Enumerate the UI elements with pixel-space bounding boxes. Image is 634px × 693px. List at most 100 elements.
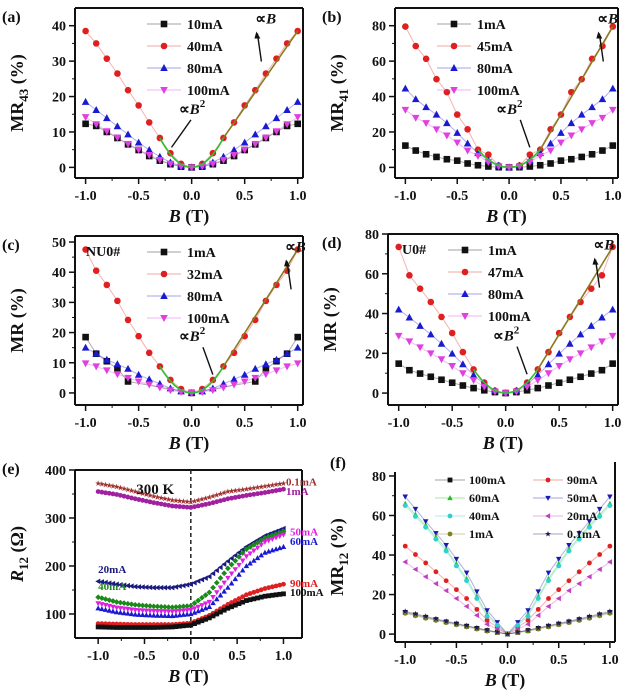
proportional-B-annotation: ∝B — [597, 12, 618, 28]
x-tick-label: -0.5 — [128, 189, 150, 204]
data-point — [547, 160, 554, 167]
x-tick-label: 0.5 — [550, 416, 568, 431]
prop-B: B — [503, 329, 514, 345]
y-tick-label: 20 — [52, 91, 66, 106]
data-point — [95, 489, 101, 494]
data-point — [494, 622, 500, 628]
data-point — [173, 497, 179, 504]
fit-linear — [222, 249, 299, 367]
series-label: 1mA — [286, 486, 309, 498]
data-point — [110, 624, 116, 630]
data-point — [566, 578, 572, 584]
legend-label: 100mA — [187, 84, 231, 99]
data-point — [262, 490, 268, 495]
data-point — [261, 483, 268, 489]
data-point — [147, 499, 153, 505]
y-tick-label: 0 — [59, 387, 66, 402]
data-point — [228, 555, 234, 562]
data-point — [402, 23, 409, 30]
data-point — [154, 584, 160, 591]
data-point — [180, 603, 187, 610]
data-point — [394, 305, 403, 313]
data-point — [106, 580, 112, 586]
prop-symbol: ∝ — [493, 329, 504, 345]
data-point — [199, 606, 205, 612]
data-point — [598, 95, 607, 103]
data-point — [473, 612, 480, 619]
data-point — [555, 349, 563, 357]
plot-area — [95, 470, 287, 638]
data-point — [206, 589, 213, 596]
data-point — [95, 480, 102, 486]
data-point — [147, 612, 153, 618]
data-point — [176, 583, 182, 590]
data-point — [134, 370, 143, 378]
data-point — [106, 482, 113, 488]
data-point — [232, 567, 239, 573]
data-point — [236, 487, 242, 493]
data-point — [113, 371, 122, 379]
x-tick-label: 0.5 — [228, 649, 246, 664]
data-point — [576, 580, 582, 587]
data-point — [136, 584, 142, 590]
data-point — [92, 349, 101, 357]
data-point — [92, 40, 100, 47]
data-point — [609, 106, 617, 114]
data-point — [566, 548, 572, 554]
data-point — [277, 487, 283, 493]
data-point — [586, 613, 593, 619]
data-point — [254, 545, 261, 551]
legend-label: 1mA — [477, 18, 507, 33]
data-point — [545, 570, 552, 576]
prop-symbol: ∝ — [496, 102, 507, 118]
data-point — [165, 584, 171, 591]
data-point — [555, 363, 563, 370]
x-tick-label: -0.5 — [133, 649, 155, 664]
series-line — [404, 503, 611, 635]
data-point — [228, 580, 235, 586]
data-point — [124, 582, 130, 589]
data-point — [597, 514, 603, 519]
data-point — [494, 620, 501, 626]
x-tick-label: -1.0 — [394, 653, 416, 668]
data-point — [187, 581, 193, 587]
data-point — [546, 147, 555, 155]
data-point — [206, 494, 213, 500]
data-point — [526, 163, 534, 170]
data-point — [283, 106, 291, 113]
data-point — [244, 592, 249, 598]
series-100mA — [81, 114, 302, 172]
data-point — [515, 620, 521, 626]
legend-marker — [545, 530, 551, 537]
data-point — [113, 581, 119, 587]
data-point — [134, 146, 143, 154]
series-line — [85, 123, 298, 168]
data-point — [165, 609, 172, 615]
data-point — [607, 494, 613, 500]
legend-label: 10mA — [187, 18, 224, 33]
data-point — [598, 114, 607, 122]
data-point — [474, 161, 482, 169]
y-axis-title: MR (%) — [7, 288, 28, 353]
data-point — [273, 535, 279, 541]
series-label: 0.1mA — [286, 476, 317, 488]
y-tick-label: 200 — [45, 560, 66, 575]
data-point — [443, 132, 451, 140]
data-point — [125, 494, 131, 500]
data-point — [422, 613, 429, 619]
data-point — [474, 152, 482, 160]
data-point — [258, 537, 265, 544]
data-point — [202, 601, 209, 607]
data-point — [92, 267, 100, 275]
y-tick-label: 30 — [52, 55, 66, 70]
fit-quadratic — [159, 137, 225, 169]
data-point — [411, 114, 420, 122]
data-point — [607, 543, 613, 549]
x-tick-label: 1.0 — [604, 189, 622, 204]
data-point — [240, 146, 249, 154]
data-point — [191, 606, 198, 612]
data-point — [161, 584, 168, 591]
data-point — [134, 378, 143, 386]
data-point — [546, 578, 551, 584]
data-point — [459, 370, 467, 378]
